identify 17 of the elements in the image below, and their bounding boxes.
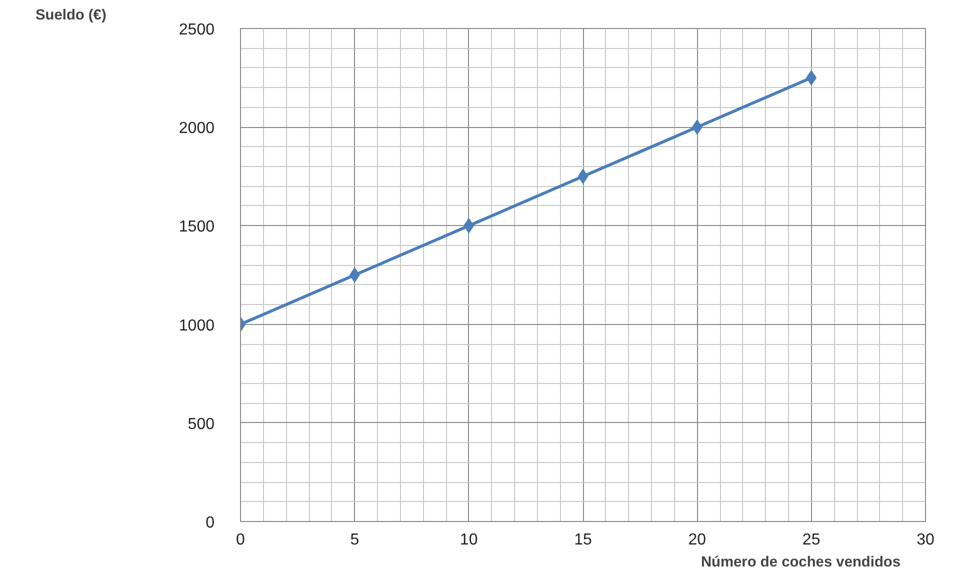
x-tick-label: 30 [916,532,934,548]
x-tick-label: 15 [574,532,592,548]
y-tick-label: 0 [206,514,215,532]
x-tick-label: 25 [802,532,820,548]
point [578,168,588,184]
y-tick-label: 2000 [178,120,215,138]
x-tick-label: 0 [236,532,246,548]
x-tick-label: 10 [460,532,478,548]
y-tick-label: 1000 [178,317,215,334]
y-tick-label: 1500 [178,218,215,236]
y-tick-label: 500 [188,416,215,433]
x-tick-label: 20 [688,532,706,548]
x-tick-label: 5 [350,532,360,548]
y-axis-title: Sueldo (€) [36,8,106,24]
point [350,268,360,282]
y-tick-label: 2500 [178,22,215,38]
x-axis-title: Número de coches vendidos [700,554,901,570]
